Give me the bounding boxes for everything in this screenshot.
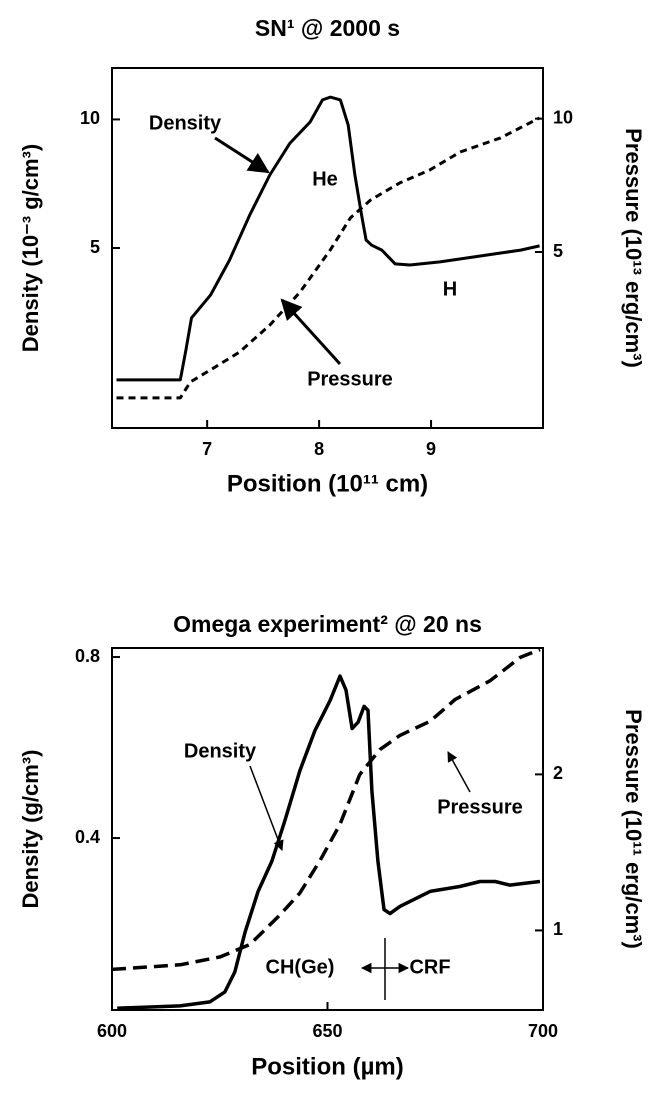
data-line: [117, 674, 541, 1010]
x-tick-label: 650: [312, 1021, 342, 1041]
data-line: [111, 647, 541, 972]
data-line: [116, 95, 540, 382]
y-axis-label: Density (g/cm³): [18, 750, 43, 909]
annotation-arrow: [214, 136, 270, 174]
annotation: H: [443, 278, 457, 300]
annotation-arrow: [447, 751, 471, 793]
chart-title: Omega experiment² @ 20 ns: [173, 611, 482, 637]
annotation: CH(Ge): [266, 956, 335, 978]
y2-tick-label: 10: [553, 107, 573, 127]
x-tick-label: 8: [314, 439, 324, 459]
y2-axis-label: Pressure (10¹¹ erg/cm³): [621, 709, 646, 949]
data-line: [116, 116, 541, 400]
chart-panel: SN¹ @ 2000 s Position (10¹¹ cm) Density (1…: [18, 15, 646, 497]
series-label: Density: [184, 740, 257, 762]
y-tick-label: 10: [80, 108, 100, 128]
series-label: Density: [149, 112, 222, 134]
y-tick-label: 0.4: [75, 827, 100, 847]
y2-tick-label: 5: [553, 241, 563, 261]
x-axis-label: Position (µm): [251, 1053, 403, 1080]
x-tick-label: 600: [97, 1021, 127, 1041]
series-label: Pressure: [437, 796, 523, 818]
annotation-arrow: [249, 765, 284, 851]
series-label: Pressure: [307, 368, 393, 390]
annotation: He: [312, 168, 338, 190]
x-tick-label: 7: [202, 439, 212, 459]
y2-tick-label: 2: [553, 763, 563, 783]
y2-axis-label: Pressure (10¹³ erg/cm³): [621, 128, 646, 368]
x-axis-label: Position (10¹¹ cm): [227, 470, 428, 497]
y-tick-label: 5: [90, 237, 100, 257]
x-tick-label: 9: [426, 439, 436, 459]
annotation-arrow: [280, 298, 342, 366]
chart-title: SN¹ @ 2000 s: [255, 15, 400, 41]
y-axis-label: Density (10⁻³ g/cm³): [18, 144, 43, 352]
y2-tick-label: 1: [553, 919, 563, 939]
chart-panel: Omega experiment² @ 20 ns Position (µm) De…: [18, 611, 646, 1080]
x-tick-label: 700: [528, 1021, 558, 1041]
y-tick-label: 0.8: [75, 646, 100, 666]
annotation: CRF: [409, 956, 450, 978]
